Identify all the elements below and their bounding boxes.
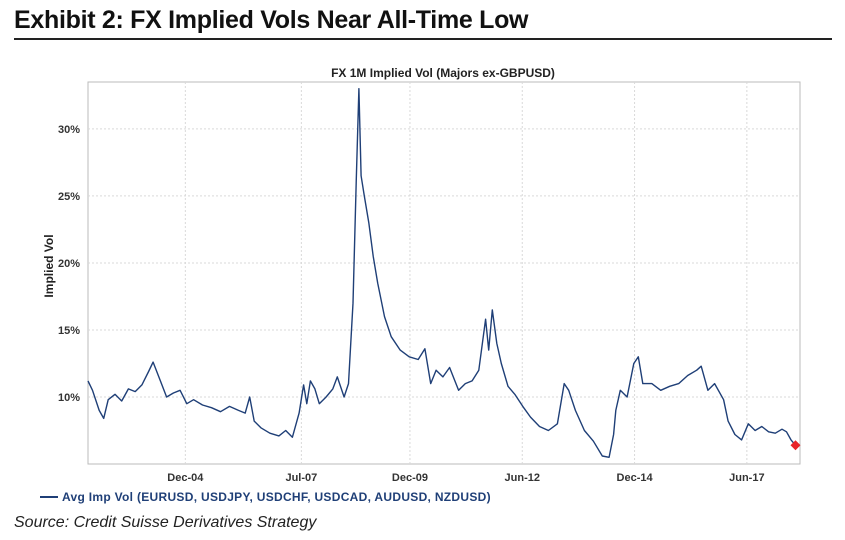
x-tick-label: Dec-14 [617, 472, 654, 484]
y-tick-label: 10% [58, 392, 80, 404]
y-tick-label: 30% [58, 124, 80, 136]
legend-line-swatch [40, 496, 58, 498]
chart-legend: Avg Imp Vol (EURUSD, USDJPY, USDCHF, USD… [40, 490, 491, 504]
x-tick-label: Dec-04 [167, 472, 204, 484]
exhibit-title: Exhibit 2: FX Implied Vols Near All-Time… [14, 6, 529, 34]
x-tick-label: Dec-09 [392, 472, 428, 484]
y-axis-label: Implied Vol [42, 234, 56, 297]
x-tick-label: Jun-17 [729, 472, 764, 484]
legend-label: Avg Imp Vol (EURUSD, USDJPY, USDCHF, USD… [62, 490, 491, 504]
chart-title: FX 1M Implied Vol (Majors ex-GBPUSD) [331, 66, 555, 80]
y-tick-label: 25% [58, 191, 80, 203]
source-note: Source: Credit Suisse Derivatives Strate… [14, 514, 317, 531]
plot-area [87, 81, 801, 465]
x-tick-label: Jun-12 [505, 472, 540, 484]
y-tick-label: 20% [58, 258, 80, 270]
x-tick-label: Jul-07 [285, 472, 317, 484]
series-line [87, 87, 797, 458]
title-divider [14, 38, 832, 40]
y-tick-label: 15% [58, 325, 80, 337]
last-value-marker [790, 440, 801, 451]
